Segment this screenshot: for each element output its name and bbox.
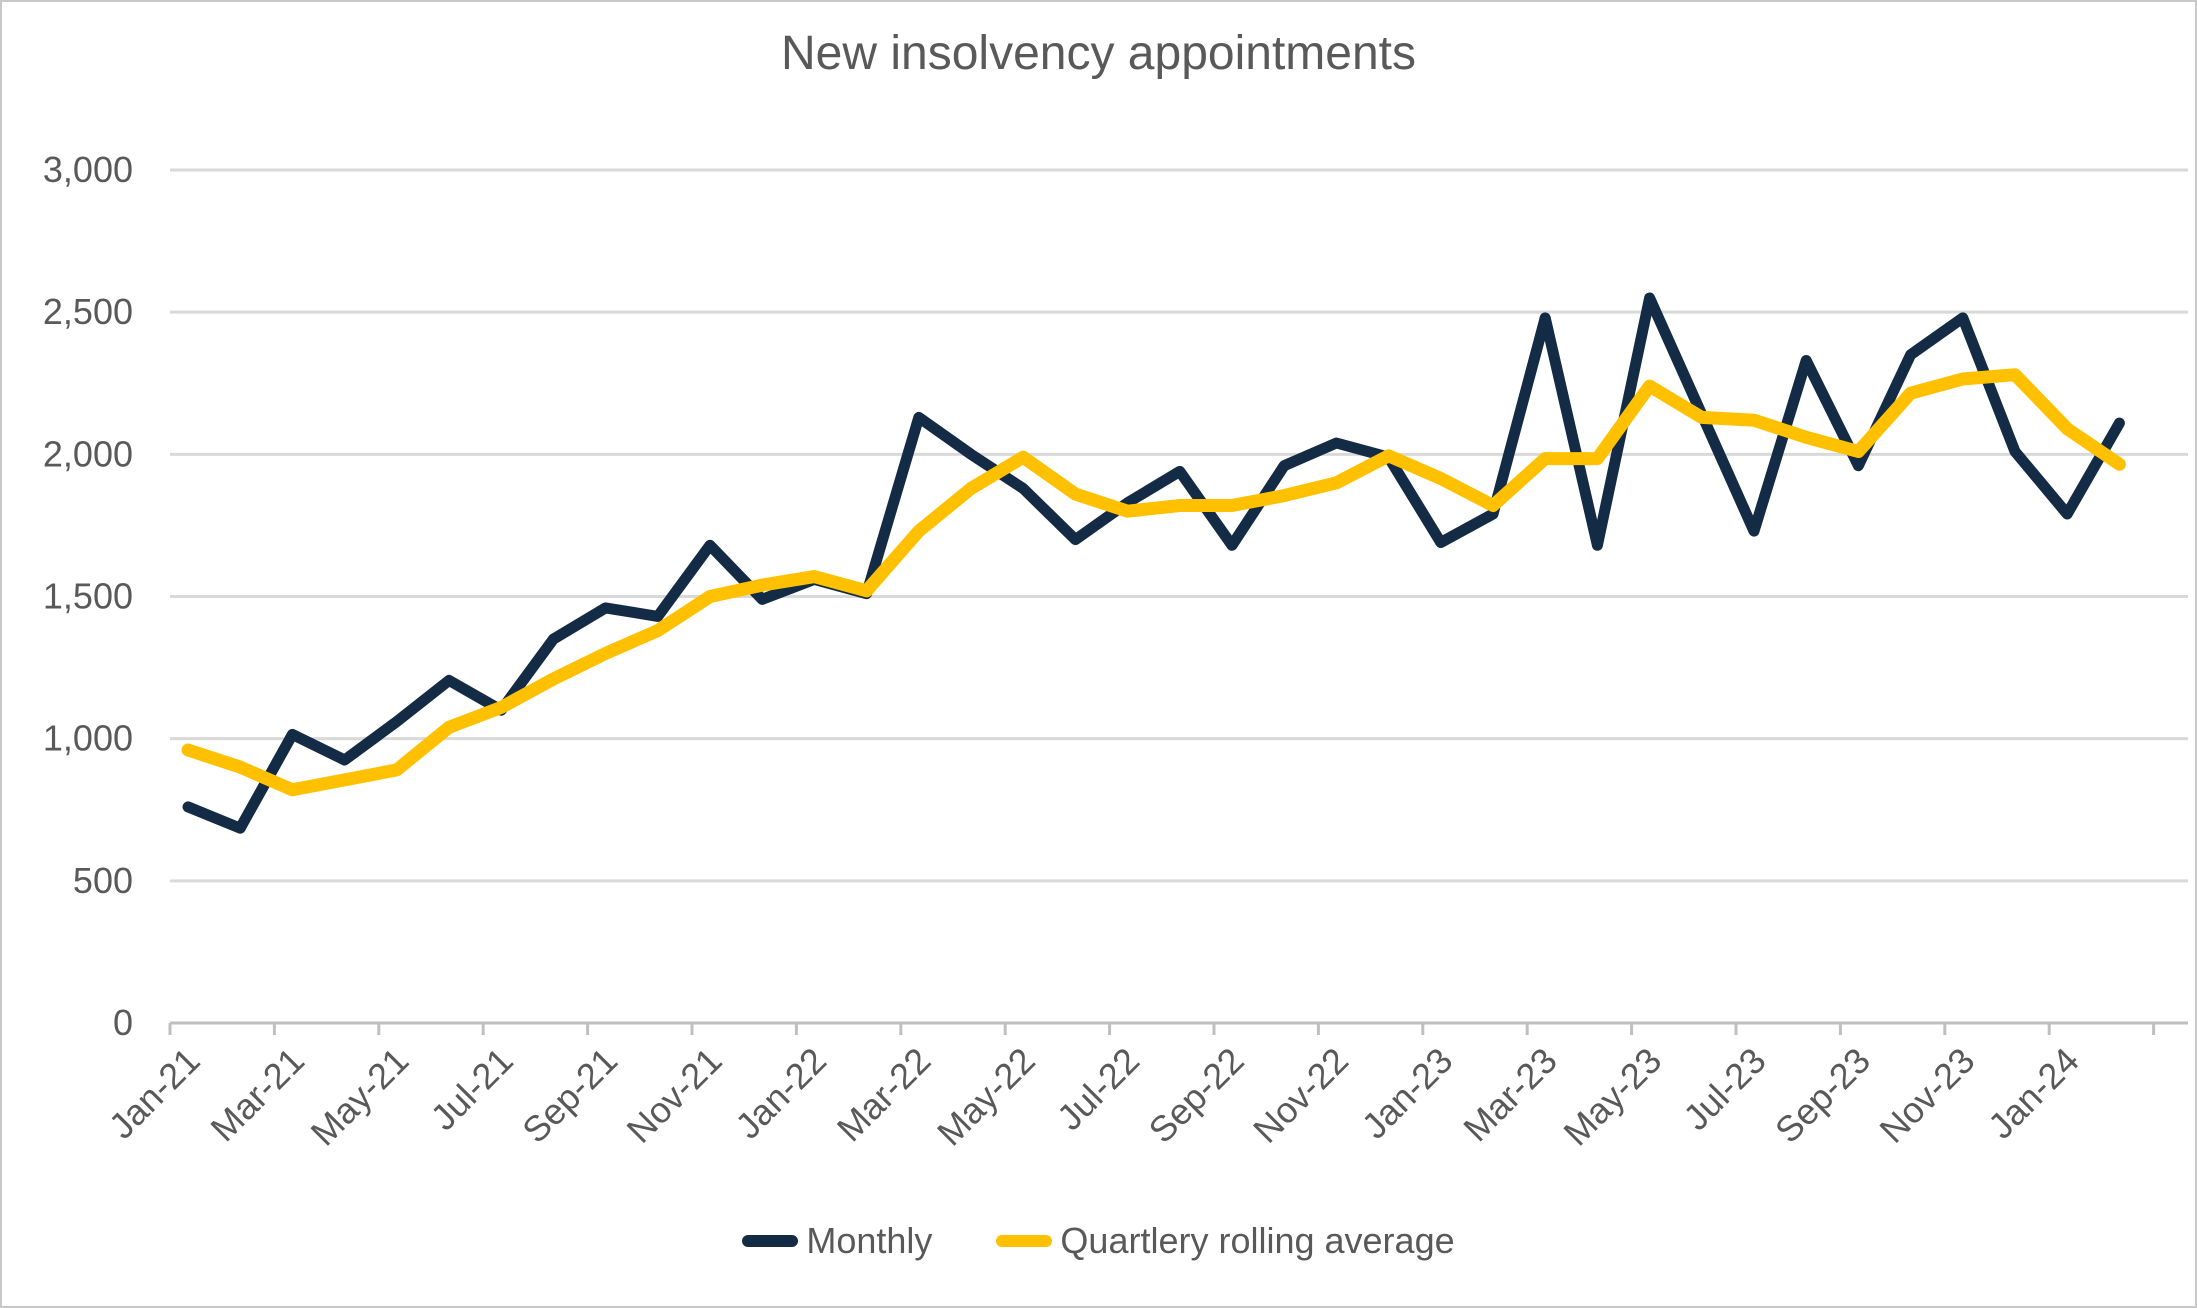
x-axis-tick-label: Sep-22: [1141, 1040, 1252, 1151]
y-axis-tick-label: 500: [73, 860, 133, 901]
chart-title: New insolvency appointments: [781, 27, 1416, 80]
x-axis-tick-label: Sep-21: [514, 1040, 625, 1151]
y-axis-tick-label: 1,500: [43, 576, 133, 617]
monthly-line-swatch-icon: [742, 1235, 799, 1247]
legend-label-rolling-average: Quartlery rolling average: [1060, 1220, 1455, 1261]
x-axis-tick-label: Sep-23: [1767, 1040, 1878, 1151]
legend-label-monthly: Monthly: [806, 1220, 933, 1261]
x-axis-tick-label: Jan-23: [1354, 1040, 1461, 1147]
x-axis-tick-label: Jul-23: [1675, 1040, 1773, 1138]
y-axis-tick-label: 3,000: [43, 149, 133, 190]
y-axis-tick-label: 2,500: [43, 291, 133, 332]
x-axis-tick-label: Mar-23: [1455, 1040, 1565, 1150]
legend-item-rolling-average: Quartlery rolling average: [996, 1220, 1455, 1262]
chart-legend: Monthly Quartlery rolling average: [2, 1220, 2195, 1262]
x-axis-tick-label: Nov-21: [619, 1040, 730, 1151]
x-axis-tick-label: May-22: [929, 1040, 1043, 1154]
x-axis-tick-label: Jul-22: [1049, 1040, 1147, 1138]
x-axis-tick-label: Jan-21: [101, 1040, 208, 1147]
legend-item-monthly: Monthly: [742, 1220, 932, 1262]
x-axis-tick-label: Nov-22: [1245, 1040, 1356, 1151]
y-axis-tick-label: 2,000: [43, 433, 133, 474]
x-axis-tick-label: May-21: [303, 1040, 417, 1154]
rolling-average-line-swatch-icon: [996, 1235, 1053, 1247]
y-axis-tick-label: 0: [113, 1002, 133, 1043]
y-axis-tick-label: 1,000: [43, 718, 133, 759]
monthly-series-line: [182, 292, 2125, 834]
x-axis-tick-label: May-23: [1555, 1040, 1669, 1154]
x-axis-tick-label: Jan-24: [1980, 1040, 2087, 1147]
rolling-average-series-line: [181, 368, 2126, 797]
x-axis-tick-label: Nov-23: [1871, 1040, 1982, 1151]
x-axis-tick-label: Mar-22: [829, 1040, 939, 1150]
x-axis-tick-label: Jan-22: [727, 1040, 834, 1147]
x-axis-tick-label: Mar-21: [202, 1040, 312, 1150]
x-axis-tick-label: Jul-21: [423, 1040, 521, 1138]
